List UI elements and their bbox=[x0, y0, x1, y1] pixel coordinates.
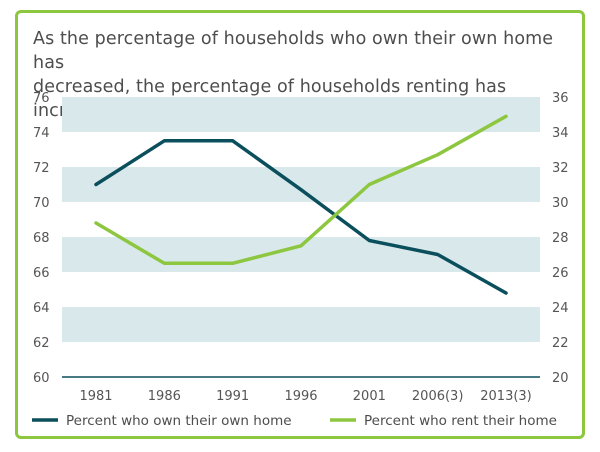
y-right-tick-label: 22 bbox=[552, 336, 569, 351]
data-point-rent bbox=[163, 262, 166, 265]
y-left-tick-label: 64 bbox=[33, 301, 50, 316]
y-right-tick-label: 30 bbox=[552, 196, 569, 211]
y-left-tick-label: 62 bbox=[33, 336, 50, 351]
data-point-rent bbox=[94, 221, 98, 225]
grid-band-3 bbox=[62, 307, 540, 342]
series-lines bbox=[94, 114, 508, 295]
y-left-tick-label: 76 bbox=[33, 91, 50, 106]
data-point-own bbox=[231, 139, 234, 142]
x-axis-ticks: 1981 1986 1991 1996 2001 2006(3) 2013(3) bbox=[79, 389, 531, 404]
data-point-own bbox=[94, 183, 98, 186]
x-tick-label: 2006(3) bbox=[412, 389, 464, 404]
y-right-tick-label: 36 bbox=[552, 91, 569, 106]
x-tick-label: 2001 bbox=[353, 389, 386, 404]
data-point-rent bbox=[504, 115, 508, 118]
x-tick-label: 1981 bbox=[79, 389, 112, 404]
x-tick-label: 1996 bbox=[284, 389, 317, 404]
y-left-tick-label: 74 bbox=[33, 126, 50, 141]
y-axis-right-ticks: 20 22 24 26 28 30 32 34 36 bbox=[552, 91, 569, 386]
chart-title: As the percentage of households who own … bbox=[33, 29, 554, 121]
data-point-own bbox=[299, 188, 303, 191]
data-point-rent bbox=[368, 183, 371, 186]
legend: Percent who own their own home Percent wh… bbox=[32, 413, 557, 429]
data-point-rent bbox=[299, 244, 303, 247]
x-tick-label: 1986 bbox=[148, 389, 181, 404]
y-right-tick-label: 32 bbox=[552, 161, 569, 176]
y-left-tick-label: 68 bbox=[33, 231, 50, 246]
data-point-own bbox=[436, 253, 439, 256]
y-right-tick-label: 26 bbox=[552, 266, 569, 281]
data-point-rent bbox=[231, 262, 234, 265]
y-right-tick-label: 34 bbox=[552, 126, 569, 141]
y-right-tick-label: 24 bbox=[552, 301, 569, 316]
y-right-tick-label: 28 bbox=[552, 231, 569, 246]
y-left-tick-label: 72 bbox=[33, 161, 50, 176]
data-point-own bbox=[368, 239, 371, 242]
y-left-tick-label: 66 bbox=[33, 266, 50, 281]
x-tick-label: 1991 bbox=[216, 389, 249, 404]
grid-band-1 bbox=[62, 167, 540, 202]
y-right-tick-label: 20 bbox=[552, 371, 569, 386]
data-point-own bbox=[163, 139, 166, 142]
legend-label: Percent who own their own home bbox=[66, 413, 292, 429]
y-left-tick-label: 60 bbox=[33, 371, 50, 386]
grid-band-2 bbox=[62, 237, 540, 272]
x-tick-label: 2013(3) bbox=[480, 389, 532, 404]
grid-bands bbox=[62, 97, 540, 342]
y-axis-left-ticks: 60 62 64 66 68 70 72 74 76 bbox=[33, 91, 50, 386]
y-left-tick-label: 70 bbox=[33, 196, 50, 211]
grid-band-0 bbox=[62, 97, 540, 132]
data-point-rent bbox=[436, 153, 439, 156]
data-point-own bbox=[504, 291, 508, 295]
chart-frame bbox=[15, 10, 585, 439]
legend-label: Percent who rent their home bbox=[364, 413, 557, 429]
